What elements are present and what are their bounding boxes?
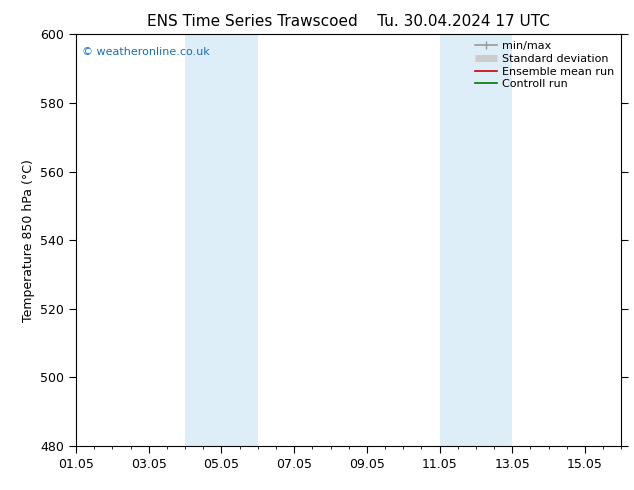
Text: © weatheronline.co.uk: © weatheronline.co.uk bbox=[82, 47, 209, 57]
Title: ENS Time Series Trawscoed    Tu. 30.04.2024 17 UTC: ENS Time Series Trawscoed Tu. 30.04.2024… bbox=[147, 14, 550, 29]
Bar bbox=[439, 34, 512, 446]
Legend: min/max, Standard deviation, Ensemble mean run, Controll run: min/max, Standard deviation, Ensemble me… bbox=[470, 37, 619, 94]
Bar bbox=[185, 34, 258, 446]
Y-axis label: Temperature 850 hPa (°C): Temperature 850 hPa (°C) bbox=[22, 159, 35, 321]
